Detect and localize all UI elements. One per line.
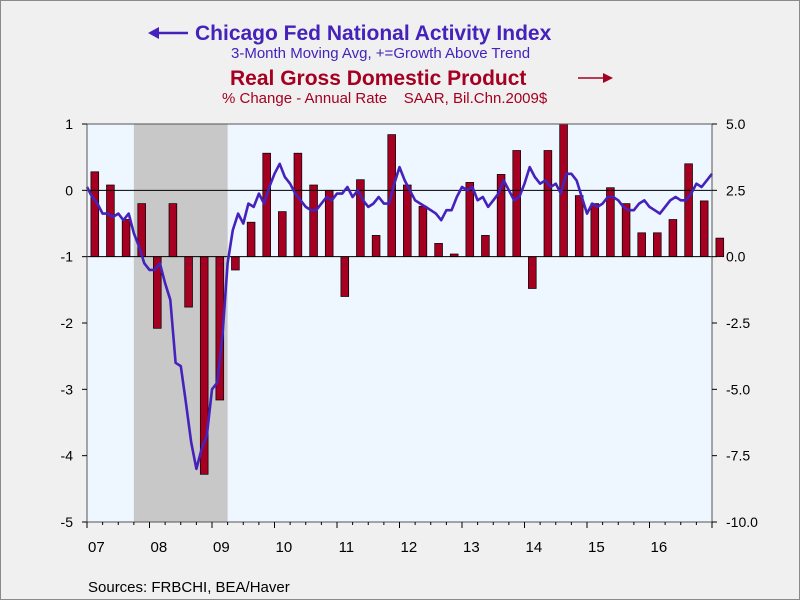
x-year-label: 08 [151, 539, 168, 556]
x-year-label: 09 [213, 539, 230, 556]
right-tick-label: -2.5 [726, 315, 750, 331]
left-tick-label: 1 [65, 116, 73, 132]
gdp-bar [309, 184, 318, 257]
left-tick-label: -1 [61, 249, 74, 265]
left-title-group: Chicago Fed National Activity Index 3-Mo… [148, 22, 552, 62]
gdp-bar [528, 256, 537, 289]
gdp-bar [512, 150, 521, 257]
x-year-label: 14 [526, 539, 543, 556]
gdp-bar [184, 256, 193, 308]
right-tick-label: -7.5 [726, 448, 750, 464]
x-year-label: 07 [88, 539, 105, 556]
gdp-bar [418, 205, 428, 258]
gdp-bar [465, 182, 475, 258]
gdp-bar [637, 232, 646, 258]
x-year-label: 16 [651, 539, 668, 556]
arrow-right-head [603, 73, 613, 83]
arrow-left-head [148, 27, 159, 39]
right-tick-label: 0.0 [726, 249, 746, 265]
gdp-bar [481, 235, 490, 257]
left-series-subtitle: 3-Month Moving Avg, +=Growth Above Trend [231, 45, 530, 62]
gdp-bar [106, 184, 115, 257]
gdp-bar [340, 256, 350, 297]
x-year-label: 13 [463, 539, 480, 556]
left-series-title: Chicago Fed National Activity Index [195, 22, 552, 45]
gdp-bar [668, 219, 678, 257]
gdp-bar [90, 171, 100, 258]
gdp-bar [699, 200, 709, 257]
left-tick-label: 0 [65, 182, 73, 198]
left-axis: -5 -4 -3 -2 -1 0 1 [61, 116, 87, 530]
gdp-bar [590, 203, 600, 258]
gdp-bar [278, 211, 287, 258]
x-year-label: 15 [588, 539, 605, 556]
x-year-label: 12 [401, 539, 418, 556]
gdp-bar [543, 150, 553, 257]
right-series-subtitle: % Change - Annual Rate SAAR, Bil.Chn.200… [222, 90, 548, 107]
gdp-bar [121, 219, 131, 257]
gdp-bar [168, 203, 178, 258]
gdp-bar [371, 235, 381, 257]
right-tick-label: 2.5 [726, 182, 746, 198]
left-tick-label: -5 [61, 514, 74, 530]
right-axis: -10.0 -7.5 -5.0 -2.5 0.0 2.5 5.0 [712, 116, 758, 530]
left-tick-label: -4 [61, 448, 74, 464]
right-series-title: Real Gross Domestic Product [230, 67, 526, 90]
x-year-label: 10 [276, 539, 293, 556]
right-tick-label: 5.0 [726, 116, 746, 132]
left-tick-label: -3 [61, 381, 74, 397]
cfnai-line [85, 162, 714, 471]
gdp-bar [684, 163, 693, 258]
gdp-bar [246, 221, 256, 258]
gdp-bar [715, 237, 725, 258]
gdp-bar [434, 243, 443, 258]
x-axis: 07 08 09 10 11 12 13 14 15 16 [86, 522, 713, 556]
gdp-bar [574, 195, 584, 257]
gdp-bar [262, 152, 271, 258]
recession-shading [133, 124, 228, 522]
right-title-group: Real Gross Domestic Product % Change - A… [222, 67, 613, 107]
right-tick-label: -5.0 [726, 381, 750, 397]
x-year-label: 11 [339, 539, 355, 556]
left-tick-label: -2 [61, 315, 74, 331]
right-tick-label: -10.0 [726, 514, 758, 530]
gdp-bar [653, 232, 662, 258]
gdp-bar [293, 152, 303, 258]
gdp-bar [403, 184, 412, 257]
source-note: Sources: FRBCHI, BEA/Haver [88, 579, 290, 596]
gdp-bar [231, 256, 240, 271]
gdp-bar [621, 203, 631, 258]
